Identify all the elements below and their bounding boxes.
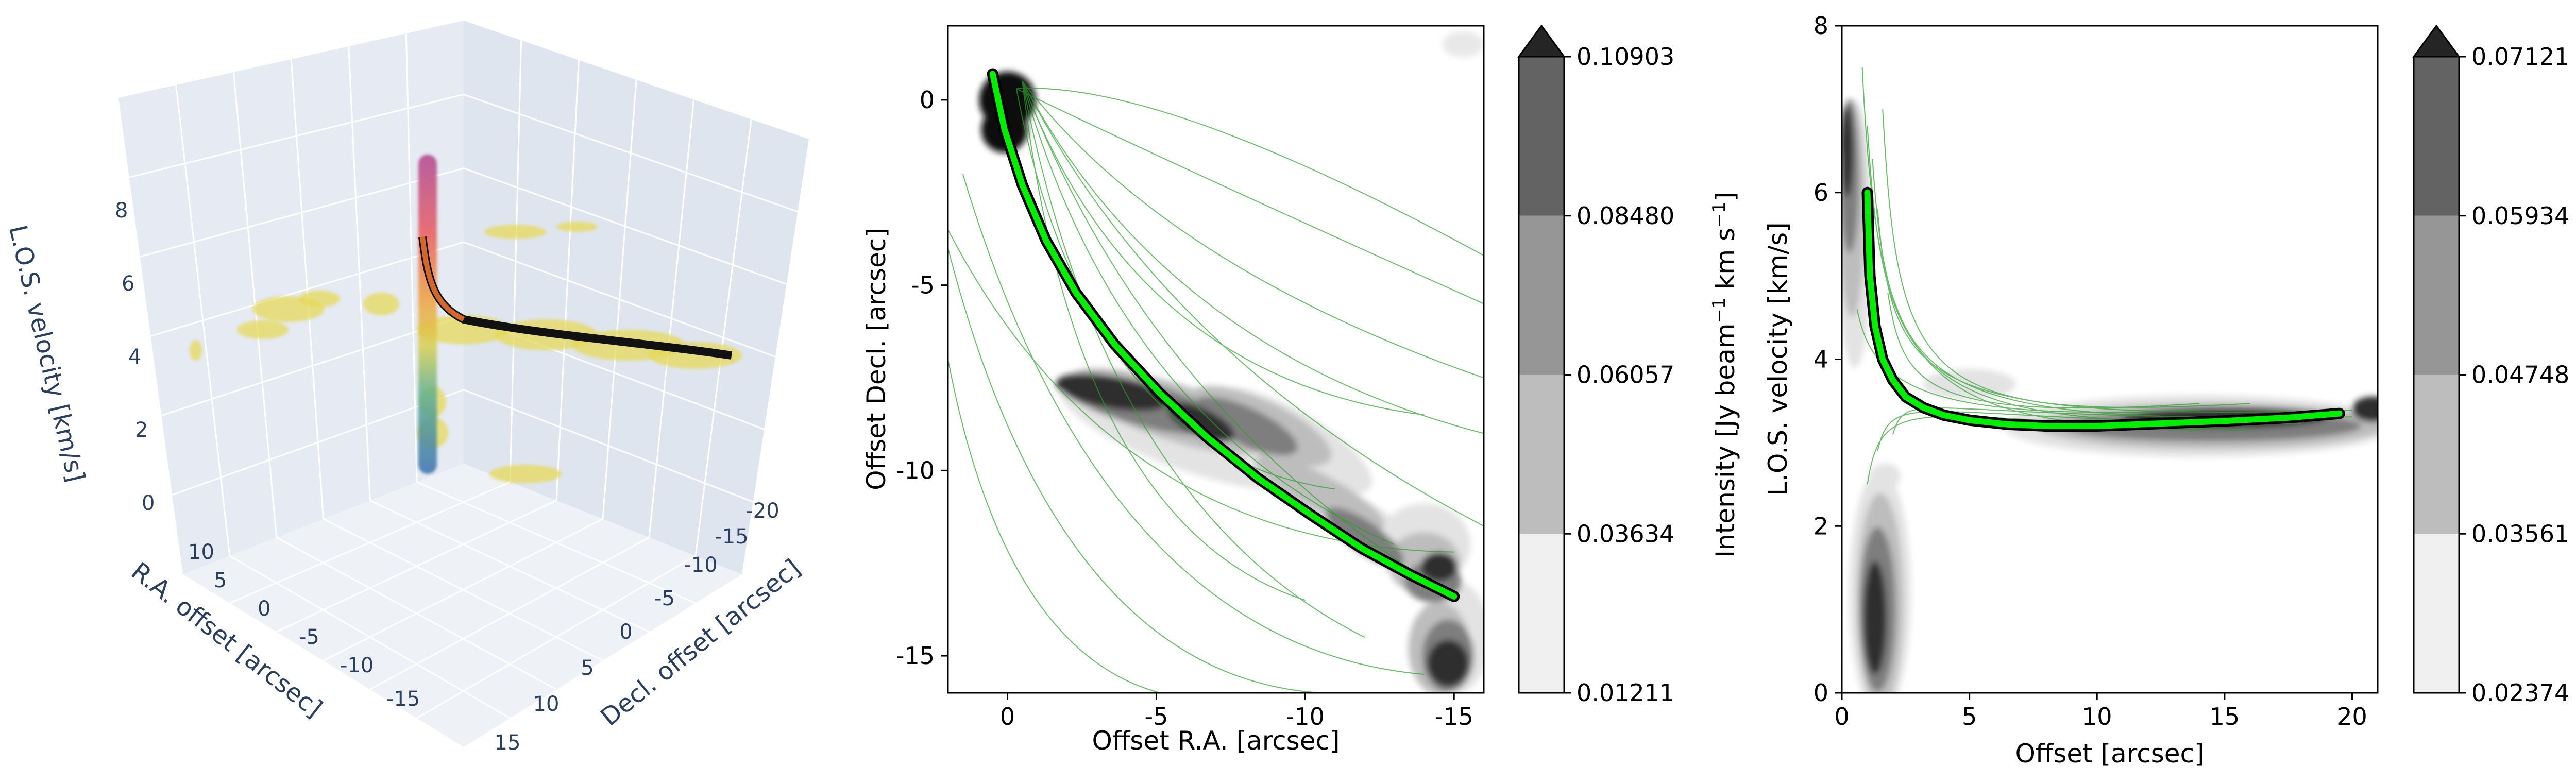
- z-tick-label: 2: [135, 418, 148, 442]
- pane-floor: [183, 464, 742, 747]
- sky-y-label: Offset Decl. [arcsec]: [861, 228, 891, 490]
- streamline-pv: [1864, 189, 2343, 429]
- sky-y-tick-label: -5: [911, 271, 935, 299]
- y-tick-label: 10: [533, 692, 560, 716]
- flux-colorbar-tick-label: 0.07121: [2471, 43, 2569, 71]
- pv-y-tick-label: 2: [1814, 512, 1828, 540]
- velocity-column: [418, 155, 437, 474]
- panel-pv-diagram: 0 5 10 15 20 0 2 4 6 8 Offset [arcsec] L.O.S. vel…: [1763, 12, 2379, 769]
- intensity-colorbar-tick-label: 0.01211: [1577, 679, 1674, 707]
- sky-y-tick-label: 0: [920, 86, 935, 114]
- colorbar-intensity: 0.01211 0.03634 0.06057 0.08480 0.10903 Inten…: [1517, 24, 1740, 707]
- flux-colorbar-tick-label: 0.02374: [2471, 679, 2569, 707]
- flux-colorbar-bin: [2414, 375, 2459, 534]
- flux-colorbar-bin: [2414, 534, 2459, 693]
- flux-colorbar-tick-label: 0.05934: [2471, 202, 2569, 230]
- flux-colorbar-extend-arrow: [2412, 24, 2461, 58]
- intensity-colorbar-bin: [1519, 57, 1564, 216]
- sky-x-tick-label: -10: [1286, 703, 1325, 730]
- pv-x-tick-label: 5: [1962, 703, 1977, 730]
- sky-y-tick-label: -15: [896, 642, 935, 670]
- x-tick-label: 5: [214, 569, 227, 592]
- ticks-sky: 0 -5 -10 -15 0 -5 -10 -15: [896, 86, 1473, 730]
- pv-y-tick-label: 6: [1814, 179, 1828, 207]
- contours-pv: [1842, 67, 2378, 693]
- flux-colorbar-bin: [2414, 57, 2459, 216]
- pv-y-tick-label: 4: [1814, 346, 1828, 373]
- flux-colorbar-tick-label: 0.04748: [2471, 361, 2569, 389]
- plot-area-sky: [948, 26, 1484, 693]
- y-tick-label: -15: [715, 525, 748, 549]
- contours-sky: [948, 31, 1484, 693]
- y-tick-label: -10: [684, 553, 717, 577]
- pv-y-label: L.O.S. velocity [km/s]: [1763, 222, 1793, 496]
- x-tick-label: -5: [299, 625, 319, 649]
- pv-x-label: Offset [arcsec]: [2015, 739, 2204, 769]
- intensity-colorbar-bin: [1519, 215, 1564, 375]
- plot-area-pv: [1842, 26, 2378, 693]
- y-tick-label: 5: [581, 656, 594, 680]
- y-tick-label: -20: [745, 499, 779, 523]
- intensity-colorbar-tick-label: 0.03634: [1577, 520, 1674, 548]
- z-tick-label: 0: [142, 491, 155, 515]
- x-tick-label: 0: [258, 597, 270, 621]
- panel-sky-map: 0 -5 -10 -150-5-10-15 Offset R.A. [arcsec] …: [861, 25, 1485, 756]
- ticks-pv: 0 5 10 15 20 0 2 4 6 8: [1814, 12, 2367, 730]
- intensity-colorbar-tick-label: 0.08480: [1577, 202, 1674, 230]
- intensity-colorbar-tick-label: 0.10903: [1577, 43, 1674, 71]
- x-tick-label: -15: [386, 687, 420, 711]
- z-tick-label: 8: [115, 199, 128, 223]
- sky-x-label: Offset R.A. [arcsec]: [1092, 726, 1340, 756]
- sky-x-tick-label: 0: [1000, 703, 1015, 730]
- intensity-colorbar-bin: [1519, 534, 1564, 693]
- y-tick-label: 0: [619, 620, 632, 644]
- y-tick-label: 15: [495, 731, 521, 755]
- pv-x-tick-label: 15: [2210, 703, 2240, 730]
- pv-x-tick-label: 20: [2337, 703, 2367, 730]
- z-tick-label: 6: [122, 272, 134, 296]
- x-tick-label: 10: [188, 540, 214, 564]
- pv-x-tick-label: 0: [1834, 703, 1849, 730]
- pane-right: [464, 21, 809, 574]
- colorbar-flux-density: 0.023740.035610.047480.059340.07121Flux …: [2412, 24, 2569, 707]
- grid-3d: [129, 33, 798, 719]
- sky-y-tick-label: -10: [896, 456, 935, 484]
- flux-colorbar-tick-label: 0.03561: [2471, 520, 2569, 548]
- intensity-colorbar-tick-label: 0.06057: [1577, 361, 1674, 389]
- pv-y-tick-label: 0: [1814, 679, 1828, 707]
- z-tick-label: 4: [128, 345, 141, 369]
- pv-y-tick-label: 8: [1814, 12, 1828, 40]
- pv-x-tick-label: 10: [2082, 703, 2112, 730]
- y-tick-label: -5: [654, 587, 675, 610]
- sky-x-tick-label: -15: [1435, 703, 1473, 730]
- z-axis-label: L.O.S. velocity [km/s]: [3, 223, 90, 485]
- intensity-colorbar-extend-arrow: [1517, 24, 1566, 58]
- intensity-colorbar-bin: [1519, 375, 1564, 534]
- intensity-colorbar-label: Intensity [Jy beam−1 km s−1]: [1709, 192, 1740, 557]
- streamline-sky: [989, 71, 1458, 600]
- sky-x-tick-label: -5: [1145, 703, 1168, 730]
- x-tick-label: -10: [340, 654, 374, 677]
- flux-colorbar-bin: [2414, 215, 2459, 375]
